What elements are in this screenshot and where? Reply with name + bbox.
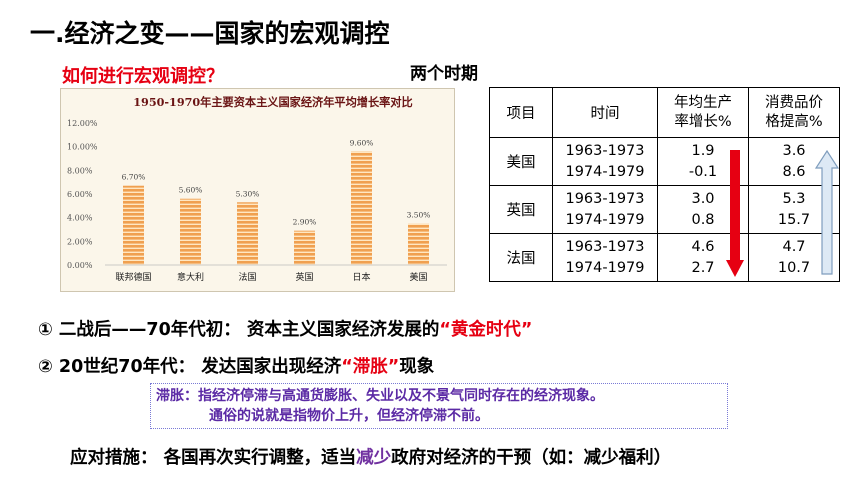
header-growth: 年均生产 率增长% xyxy=(657,87,749,138)
bar xyxy=(180,198,201,265)
stage2-text: ② 20世纪70年代： 发达国家出现经济“滞胀”现象 xyxy=(38,357,435,377)
bar-data-label: 3.50% xyxy=(407,211,431,220)
up-arrow-icon xyxy=(815,150,839,275)
question-heading: 如何进行宏观调控？ xyxy=(62,66,224,87)
country-cell: 法国 xyxy=(489,233,553,282)
stagflation-highlight: “滞胀” xyxy=(341,357,400,377)
growth-bar-chart: 1950-1970年主要资本主义国家经济年平均增长率对比 0.00% 2.00% 4… xyxy=(60,88,455,292)
x-category-label: 美国 xyxy=(409,271,427,283)
page-title: 一.经济之变——国家的宏观调控 xyxy=(30,19,390,48)
y-tick-label: 0.00% xyxy=(67,261,93,270)
bar xyxy=(294,230,315,265)
stagflation-table: 项目 时间 年均生产 率增长% 消费品价 格提高% 美国 1963-1973 19… xyxy=(489,87,840,282)
y-tick-label: 8.00% xyxy=(67,166,93,175)
bar-data-label: 5.60% xyxy=(179,186,203,195)
header-price: 消费品价 格提高% xyxy=(748,87,840,138)
periods-label: 两个时期 xyxy=(410,64,478,84)
definition-line-2: 通俗的说就是指物价上升，但经济停滞不前。 xyxy=(209,408,489,424)
years-cell: 1963-1973 1974-1979 xyxy=(552,137,658,186)
bar xyxy=(123,185,144,265)
years-cell: 1963-1973 1974-1979 xyxy=(552,185,658,234)
stage1-text: ① 二战后——70年代初： 资本主义国家经济发展的“黄金时代” xyxy=(38,320,533,340)
table-row: 英国 1963-1973 1974-1979 3.0 0.8 5.3 15.7 xyxy=(489,185,840,234)
bar-data-label: 9.60% xyxy=(350,138,374,147)
chart-title: 1950-1970年主要资本主义国家经济年平均增长率对比 xyxy=(133,95,412,109)
y-tick-label: 12.00% xyxy=(67,119,98,128)
x-category-label: 日本 xyxy=(352,271,370,283)
down-arrow-icon xyxy=(726,150,744,277)
bar-data-label: 2.90% xyxy=(293,218,317,227)
x-category-label: 法国 xyxy=(238,271,256,283)
y-tick-label: 6.00% xyxy=(67,190,93,199)
years-cell: 1963-1973 1974-1979 xyxy=(552,233,658,282)
x-category-label: 意大利 xyxy=(177,271,204,283)
bar-data-label: 5.30% xyxy=(236,189,260,198)
country-cell: 美国 xyxy=(489,137,553,186)
x-category-label: 英国 xyxy=(295,271,313,283)
table-row: 美国 1963-1973 1974-1979 1.9 -0.1 3.6 8.6 xyxy=(489,137,840,186)
y-tick-label: 10.00% xyxy=(67,143,98,152)
country-cell: 英国 xyxy=(489,185,553,234)
table-row: 法国 1963-1973 1974-1979 4.6 2.7 4.7 10.7 xyxy=(489,233,840,282)
stagflation-definition-box: 滞胀：指经济停滞与高通货膨胀、失业以及不景气同时存在的经济现象。 通俗的说就是指… xyxy=(150,383,728,429)
bar xyxy=(351,151,372,265)
golden-age-highlight: “黄金时代” xyxy=(439,320,533,340)
chart-canvas: 1950-1970年主要资本主义国家经济年平均增长率对比 0.00% 2.00% 4… xyxy=(67,95,447,283)
definition-line-1: 滞胀：指经济停滞与高通货膨胀、失业以及不景气同时存在的经济现象。 xyxy=(156,388,604,404)
measures-text: 应对措施： 各国再次实行调整，适当减少政府对经济的干预（如：减少福利） xyxy=(70,448,672,468)
x-category-label: 联邦德国 xyxy=(115,271,151,283)
header-time: 时间 xyxy=(552,87,658,138)
y-tick-label: 4.00% xyxy=(67,214,93,223)
bar xyxy=(408,223,429,265)
header-item: 项目 xyxy=(489,87,553,138)
reduce-highlight: 减少 xyxy=(356,448,392,468)
bar-data-label: 6.70% xyxy=(122,173,146,182)
bar xyxy=(237,202,258,265)
y-tick-label: 2.00% xyxy=(67,237,93,246)
